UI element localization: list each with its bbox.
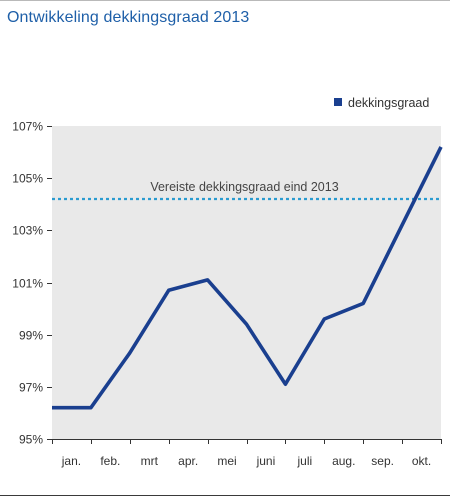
bottom-rule xyxy=(0,495,450,496)
x-tick-label: apr. xyxy=(178,454,198,468)
plot-background xyxy=(52,126,441,439)
y-axis: 95% 97% 99% 101% 103% 105% 107% xyxy=(12,120,52,447)
y-tick-label: 107% xyxy=(12,120,43,134)
x-axis: jan. feb. mrt apr. mei juni juli aug. sep. okt. xyxy=(52,439,442,468)
legend-label: dekkingsgraad xyxy=(348,96,429,110)
top-rule xyxy=(0,0,450,1)
x-tick-label: mei xyxy=(217,454,236,468)
y-tick-label: 101% xyxy=(12,277,43,291)
x-tick-label: okt. xyxy=(412,454,431,468)
y-tick-label: 103% xyxy=(12,224,43,238)
y-tick-label: 95% xyxy=(19,433,43,447)
x-tick-label: juni xyxy=(256,454,276,468)
x-tick-label: jan. xyxy=(61,454,81,468)
legend-marker xyxy=(334,98,342,106)
x-tick-label: aug. xyxy=(332,454,355,468)
y-tick-label: 105% xyxy=(12,172,43,186)
x-tick-label: juli xyxy=(297,454,313,468)
chart-title: Ontwikkeling dekkingsgraad 2013 xyxy=(7,9,250,26)
x-tick-label: mrt xyxy=(141,454,159,468)
y-tick-label: 97% xyxy=(19,381,43,395)
x-tick-label: feb. xyxy=(100,454,120,468)
y-tick-label: 99% xyxy=(19,329,43,343)
series-group xyxy=(51,146,443,410)
x-tick-label: sep. xyxy=(371,454,394,468)
reference-line-label: Vereiste dekkingsgraad eind 2013 xyxy=(150,180,338,194)
